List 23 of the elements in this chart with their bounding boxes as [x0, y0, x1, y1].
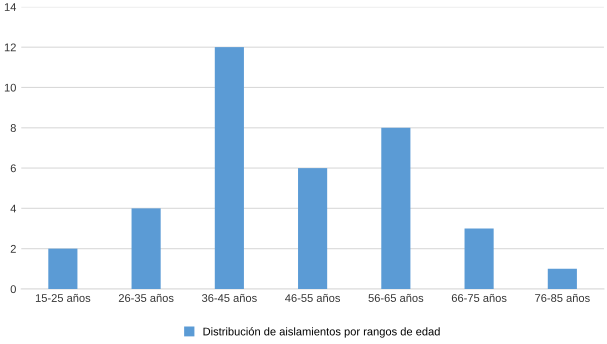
y-tick-label: 2 [10, 244, 16, 253]
x-tick-label: 15-25 años [36, 294, 90, 302]
bar [548, 268, 577, 289]
x-tick-label: 26-35 años [118, 294, 174, 302]
x-tick-label: 46-55 años [285, 294, 340, 302]
y-tick-label: 6 [10, 164, 16, 172]
x-tick-label: 76-85 años [535, 294, 590, 302]
bar [132, 208, 161, 289]
y-tick-label: 8 [10, 124, 16, 132]
x-tick-label: 36-45 años [202, 294, 257, 302]
bar [48, 248, 78, 289]
y-tick-label: 0 [10, 285, 16, 294]
x-tick-label: 56-65 años [368, 294, 424, 302]
y-tick-label: 10 [4, 84, 16, 92]
y-tick-label: 14 [4, 3, 16, 11]
bar [298, 168, 328, 289]
bar [464, 228, 494, 289]
y-tick-label: 4 [10, 204, 16, 212]
legend-label: Distribución de aislamientos por rangos de edad [204, 327, 440, 338]
y-tick-label: 12 [4, 43, 16, 52]
bar [381, 128, 410, 289]
x-tick-label: 66-75 años [452, 294, 506, 302]
bar [214, 47, 244, 289]
